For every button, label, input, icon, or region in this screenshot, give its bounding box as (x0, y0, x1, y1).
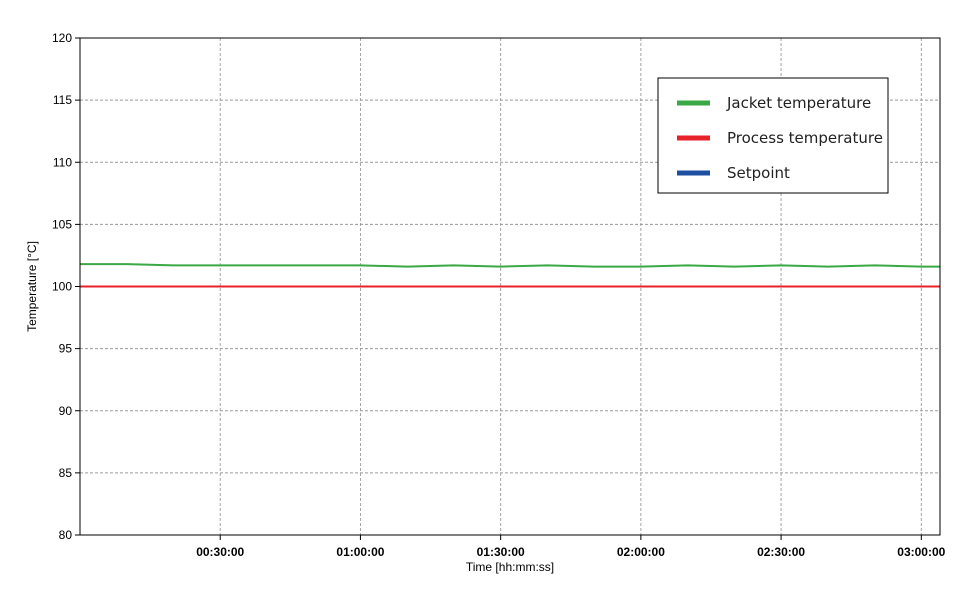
x-tick-label: 02:30:00 (757, 545, 805, 559)
y-tick-label: 100 (52, 280, 72, 294)
y-tick-label: 105 (52, 217, 72, 231)
x-axis-ticks: 00:30:00 01:00:00 01:30:00 02:00:00 02:30:00… (196, 535, 946, 559)
legend-label: Setpoint (727, 164, 790, 182)
y-tick-label: 115 (53, 93, 72, 107)
series-lines (80, 263, 940, 288)
legend: Jacket temperature Process temperature Set… (657, 77, 889, 194)
y-tick-label: 120 (52, 31, 72, 45)
x-tick-label: 03:00:00 (897, 545, 945, 559)
y-axis-ticks: 80 85 90 95 100 105 110 115 120 (52, 31, 80, 542)
y-tick-label: 80 (59, 528, 73, 542)
y-tick-label: 95 (59, 342, 73, 356)
y-tick-label: 85 (59, 466, 73, 480)
x-tick-label: 01:00:00 (336, 545, 384, 559)
x-tick-label: 02:00:00 (617, 545, 665, 559)
legend-label: Process temperature (727, 129, 883, 147)
legend-label: Jacket temperature (726, 94, 871, 112)
x-axis-title: Time [hh:mm:ss] (466, 560, 554, 574)
y-axis-title: Temperature [°C] (25, 241, 39, 332)
y-tick-label: 110 (53, 155, 72, 169)
x-tick-label: 00:30:00 (196, 545, 244, 559)
y-tick-label: 90 (59, 404, 73, 418)
x-tick-label: 01:30:00 (477, 545, 525, 559)
series-line-jacket-temperature (80, 263, 940, 268)
legend-items: Jacket temperature Process temperature Set… (677, 94, 883, 182)
